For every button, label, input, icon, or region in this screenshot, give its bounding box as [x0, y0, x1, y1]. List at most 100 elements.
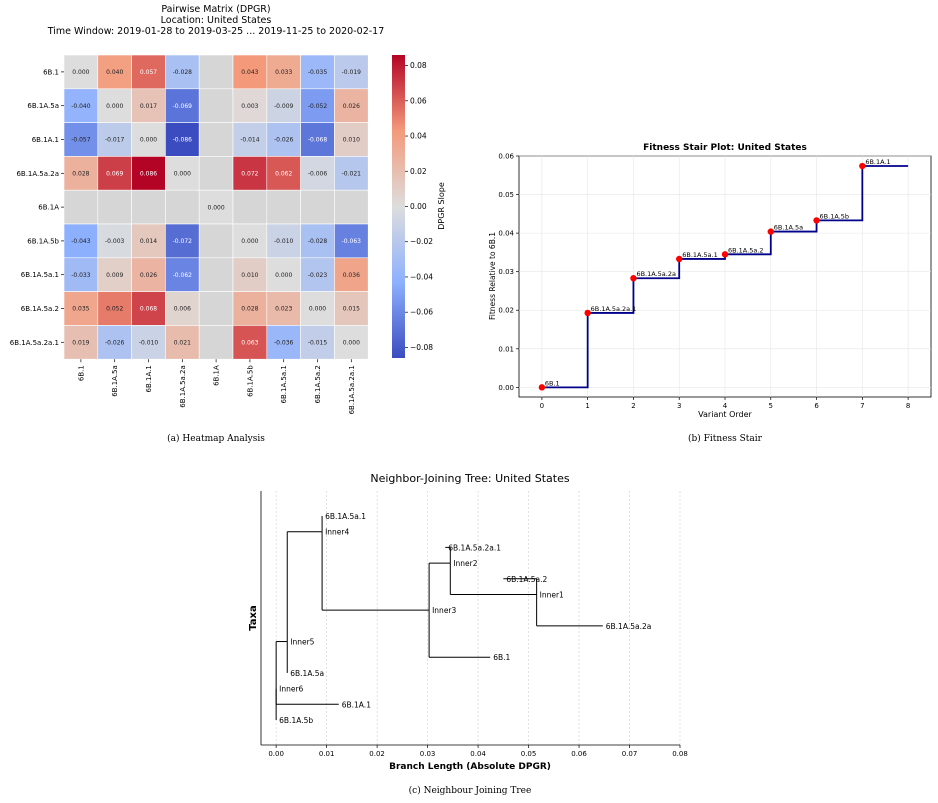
heatmap-cell-label: 0.063	[241, 340, 258, 347]
stair-ticks: 0 1 2 3 4 5 6 7 8 0.00 0.01 0.02 0.03 0.04 0.05 0.06	[498, 153, 910, 411]
heatmap-cell	[198, 156, 234, 191]
heatmap-cell-label: 0.019	[72, 340, 89, 347]
stair-ylabel: Fitness Relative to 6B.1	[488, 232, 497, 320]
heatmap-cell-label: -0.010	[274, 238, 294, 245]
heatmap-cell	[131, 156, 166, 191]
heatmap-cell-label: -0.069	[173, 103, 193, 110]
stair-point-label: 6B.1A.5a	[774, 224, 803, 232]
colorbar-ticks: 0.08 0.06 0.04 0.02 0.00 −0.02 −0.04 −0.06 −0.08	[405, 61, 433, 352]
heatmap-cell-label: 0.052	[106, 306, 123, 313]
tree-node-label: 6B.1A.5a	[290, 669, 324, 678]
stair-y-tick-label: 0.06	[498, 153, 514, 161]
heatmap-cell-label: 0.000	[174, 171, 191, 178]
heatmap-col-label: 6B.1A	[213, 365, 221, 386]
tree-node-label: 6B.1A.5a.2	[506, 575, 547, 584]
stair-panel: Fitness Stair Plot: United States 0 1 2 3 4 5…	[488, 143, 932, 444]
heatmap-cell-label: -0.036	[274, 340, 294, 347]
heatmap-row-label: 6B.1A.5a.2	[21, 305, 59, 313]
heatmap-cell-label: 0.000	[106, 103, 123, 110]
heatmap-cell	[165, 122, 200, 157]
heatmap-cell	[131, 122, 166, 157]
stair-point-label: 6B.1A.5a.2	[728, 246, 764, 254]
heatmap-cell-label: -0.052	[308, 103, 328, 110]
heatmap-cell-label: -0.086	[173, 137, 193, 144]
heatmap-panel: Pairwise Matrix (DPGR) Location: United …	[10, 4, 446, 444]
heatmap-cell	[334, 325, 369, 360]
heatmap-cell	[63, 291, 99, 326]
stair-xlabel: Variant Order	[698, 410, 752, 419]
heatmap-cell-label: 0.006	[174, 306, 191, 313]
colorbar-tick-label: 0.08	[410, 61, 427, 70]
heatmap-row-label: 6B.1A.5a.2a	[16, 170, 59, 178]
stair-x-tick-label: 3	[677, 402, 681, 410]
colorbar-tick-label: 0.04	[410, 132, 427, 141]
heatmap-cell-label: -0.035	[308, 69, 328, 76]
heatmap-cell-label: 0.000	[309, 306, 326, 313]
heatmap-cell	[300, 223, 335, 259]
heatmap-cell	[97, 189, 132, 225]
tree-node-label: 6B.1A.1	[342, 700, 371, 709]
heatmap-title-line-2: Location: United States	[161, 15, 272, 26]
heatmap-cell-label: 0.000	[72, 69, 89, 76]
heatmap-col-label: 6B.1	[77, 365, 85, 381]
heatmap-col-label: 6B.1A.5a.2a	[179, 365, 187, 408]
heatmap-row-label: 6B.1A.5b	[27, 237, 59, 245]
heatmap-cell	[300, 122, 335, 157]
heatmap-cell-label: 0.010	[241, 272, 258, 279]
heatmap-row-label: 6B.1A.5a.2a.1	[10, 339, 59, 347]
tree-x-tick-label: 0.04	[470, 750, 486, 758]
stair-point	[676, 255, 683, 263]
heatmap-caption: (a) Heatmap Analysis	[167, 433, 265, 444]
stair-point	[859, 162, 866, 170]
heatmap-cell-label: 0.035	[72, 306, 89, 313]
heatmap-cell	[198, 88, 234, 123]
colorbar-tick-label: −0.02	[410, 237, 433, 246]
tree-x-tick-label: 0.07	[622, 750, 638, 758]
tree-node-label: 6B.1A.5a.2a.1	[448, 543, 501, 552]
heatmap-cell	[165, 291, 200, 326]
tree-ylabel: Taxa	[248, 605, 259, 630]
stair-x-tick-label: 5	[769, 402, 773, 410]
heatmap-cell-label: 0.010	[343, 137, 360, 144]
heatmap-cell-label: -0.043	[71, 238, 91, 245]
heatmap-cell-label: 0.000	[343, 340, 360, 347]
heatmap-cell	[165, 156, 200, 191]
stair-point-label: 6B.1A.5a.2a	[636, 270, 676, 278]
heatmap-cell	[300, 189, 335, 225]
heatmap-cell-label: 0.043	[241, 69, 258, 76]
heatmap-col-label: 6B.1A.5b	[246, 365, 254, 397]
heatmap-cell	[198, 325, 234, 360]
colorbar-tick-label: 0.06	[410, 96, 427, 105]
heatmap-cell	[63, 257, 99, 292]
heatmap-col-label: 6B.1A.1	[145, 365, 153, 392]
heatmap-cell-label: 0.021	[174, 340, 191, 347]
heatmap-cell-label: 0.026	[343, 103, 360, 110]
colorbar-tick-label: −0.04	[410, 272, 433, 281]
tree-labels: 6B.1A.5a.1 Inner4 6B.1A.5a.2a.1 Inner2 6B.1A…	[279, 512, 651, 725]
heatmap-cell	[97, 325, 132, 360]
heatmap-cell-label: 0.086	[140, 171, 157, 178]
heatmap-cell-label: 0.003	[241, 103, 258, 110]
stair-points: 6B.1 6B.1A.5a.2a.1 6B.1A.5a.2a 6B.1A.5a.1 6B…	[538, 158, 891, 391]
heatmap-cell-label: -0.003	[105, 238, 125, 245]
heatmap-cell-label: -0.068	[308, 137, 328, 144]
tree-xlabel: Branch Length (Absolute DPGR)	[389, 762, 551, 772]
heatmap-row-label: 6B.1A.5a	[27, 102, 59, 110]
tree-node-label: 6B.1A.5a.1	[325, 512, 366, 521]
heatmap-cell	[131, 54, 166, 90]
stair-point-label: 6B.1A.5a.2a.1	[591, 305, 637, 313]
tree-node-label: 6B.1A.5a.2a	[606, 622, 652, 631]
heatmap-cell	[198, 122, 234, 157]
heatmap-cell	[131, 223, 166, 259]
tree-x-tick-label: 0.03	[420, 750, 436, 758]
heatmap-row-label: 6B.1	[43, 68, 59, 76]
heatmap-cell-label: -0.021	[342, 171, 362, 178]
tree-node-label: 6B.1	[493, 653, 510, 662]
stair-caption: (b) Fitness Stair	[688, 433, 763, 444]
heatmap-cell	[63, 156, 99, 191]
heatmap-cell-label: 0.036	[343, 272, 360, 279]
tree-title: Neighbor-Joining Tree: United States	[370, 472, 570, 485]
heatmap-cell-label: -0.026	[274, 137, 294, 144]
heatmap-col-label: 6B.1A.5a.2a.1	[348, 365, 356, 414]
heatmap-cell-label: -0.026	[105, 340, 125, 347]
